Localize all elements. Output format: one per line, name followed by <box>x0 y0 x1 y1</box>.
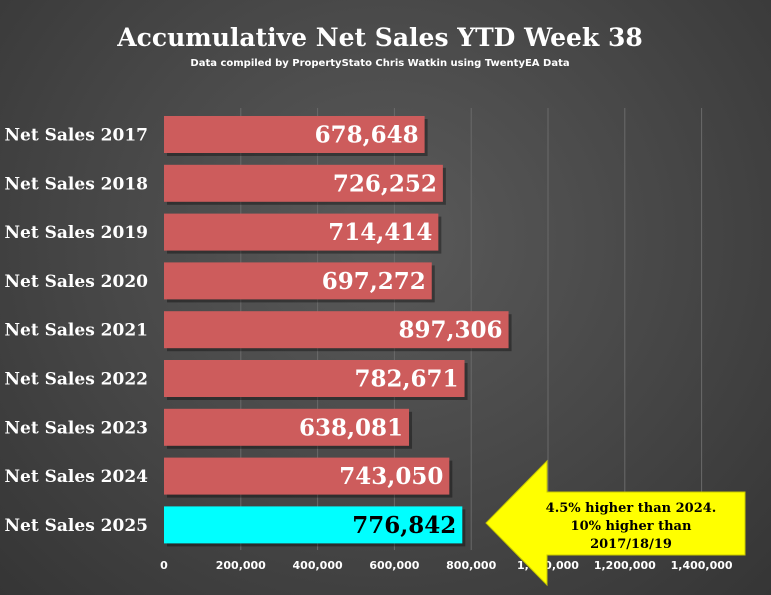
category-label: Net Sales 2023 <box>5 418 149 438</box>
category-label: Net Sales 2017 <box>5 126 149 146</box>
x-axis-ticks: 0 200,000 400,000 600,000 800,000 1,000,000 1,… <box>160 559 733 572</box>
bar <box>164 213 439 251</box>
value-label: 776,842 <box>352 512 456 539</box>
value-labels: 678,648 726,252 714,414 697,272 897,306 782,6… <box>299 122 503 539</box>
callout-line-3: 2017/18/19 <box>590 537 672 552</box>
callout-arrow-shape <box>485 459 746 587</box>
bar <box>164 164 443 202</box>
category-label: Net Sales 2022 <box>5 370 149 390</box>
bar <box>164 311 509 349</box>
value-label: 897,306 <box>399 317 503 344</box>
category-label: Net Sales 2020 <box>5 272 149 292</box>
chart-subtitle: Data compiled by PropertyStato Chris Wat… <box>190 58 569 69</box>
bar <box>164 116 425 153</box>
category-label: Net Sales 2019 <box>5 223 149 243</box>
category-labels: Net Sales 2017 Net Sales 2018 Net Sales 20… <box>5 126 149 536</box>
x-tick-label: 1,400,000 <box>671 559 733 572</box>
value-label: 678,648 <box>315 122 419 149</box>
category-label: Net Sales 2025 <box>5 516 149 536</box>
x-tick-label: 1,200,000 <box>594 559 656 572</box>
bars <box>164 116 512 547</box>
x-tick-label: 600,000 <box>369 559 419 572</box>
x-tick-label: 800,000 <box>446 559 496 572</box>
category-label: Net Sales 2021 <box>5 321 149 341</box>
bar <box>164 457 450 495</box>
callout-arrow: 4.5% higher than 2024. 10% higher than 2… <box>485 459 746 587</box>
value-label: 743,050 <box>339 463 443 490</box>
category-label: Net Sales 2024 <box>5 467 149 487</box>
value-label: 697,272 <box>322 268 426 295</box>
bar <box>164 506 463 544</box>
callout-line-1: 4.5% higher than 2024. <box>546 501 717 516</box>
value-label: 714,414 <box>328 219 432 246</box>
bar <box>164 360 465 397</box>
callout-line-2: 10% higher than <box>571 519 692 534</box>
value-label: 782,671 <box>355 366 459 393</box>
bar <box>164 408 410 446</box>
bar <box>164 262 432 300</box>
value-label: 638,081 <box>299 414 403 441</box>
x-tick-label: 200,000 <box>216 559 266 572</box>
x-tick-label: 0 <box>160 559 168 572</box>
x-tick-label: 400,000 <box>293 559 343 572</box>
chart-title: Accumulative Net Sales YTD Week 38 <box>116 23 642 52</box>
category-label: Net Sales 2018 <box>5 174 149 194</box>
value-label: 726,252 <box>333 170 437 197</box>
